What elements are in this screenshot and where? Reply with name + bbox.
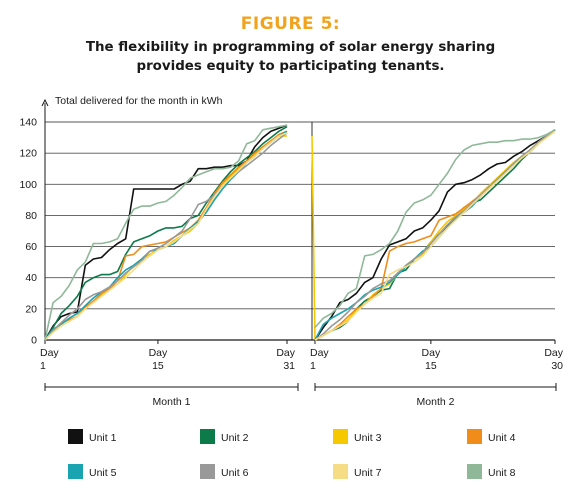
legend-label: Unit 3	[354, 432, 382, 444]
y-tick-label: 40	[25, 272, 37, 284]
series-line	[44, 132, 288, 341]
legend-swatch	[467, 464, 482, 479]
legend: Unit 1 Unit 2 Unit 3 Unit 4 Unit 5 Unit 6 Unit…	[68, 429, 516, 479]
series-line	[44, 130, 288, 341]
chart-title-line-1: The flexibility in programming of solar …	[85, 40, 496, 55]
figure-label: FIGURE 5:	[240, 14, 341, 34]
legend-swatch	[333, 429, 348, 444]
y-tick-label: 100	[19, 179, 37, 191]
x-tick-label-number: 31	[283, 360, 295, 372]
x-tick-label-number: 15	[152, 360, 164, 372]
chart-title-line-2: provides equity to participating tenants…	[136, 59, 445, 74]
legend-label: Unit 1	[89, 432, 117, 444]
legend-label: Unit 6	[221, 467, 249, 479]
legend-swatch	[200, 429, 215, 444]
legend-swatch	[68, 429, 83, 444]
month-labels: Month 1 Month 2	[44, 383, 557, 408]
legend-label: Unit 5	[89, 467, 117, 479]
x-tick-label-day: Day	[149, 347, 168, 359]
x-tick-label-day: Day	[422, 347, 441, 359]
x-tick-label-number: 1	[40, 360, 46, 372]
legend-label: Unit 7	[354, 467, 382, 479]
series-line	[314, 130, 556, 341]
series-line	[44, 124, 288, 341]
x-tick-label-day: Day	[310, 347, 329, 359]
series-lines	[44, 124, 556, 341]
month-label: Month 2	[417, 396, 455, 408]
x-tick-label-day: Day	[40, 347, 59, 359]
axes: Total delivered for the month in kWh	[41, 95, 556, 344]
y-tick-label: 0	[31, 335, 37, 347]
y-tick-label: 120	[19, 148, 37, 160]
x-tick-label-day: Day	[276, 347, 295, 359]
y-tick-label: 20	[25, 303, 37, 315]
legend-swatch	[68, 464, 83, 479]
month-label: Month 1	[153, 396, 191, 408]
y-tick-label: 60	[25, 241, 37, 253]
series-line	[44, 126, 288, 341]
y-tick-label: 140	[19, 117, 37, 129]
x-tick-label-number: 15	[425, 360, 437, 372]
series-line	[314, 129, 556, 341]
y-axis-label: Total delivered for the month in kWh	[55, 95, 223, 107]
month-transition-line	[311, 136, 316, 341]
y-tick-label: 80	[25, 210, 37, 222]
legend-swatch	[333, 464, 348, 479]
tick-labels: 020406080100120140Day1Day15Day31Day1Day1…	[19, 117, 563, 373]
x-tick-label-day: Day	[544, 347, 563, 359]
series-line	[44, 132, 288, 341]
chart-title: The flexibility in programming of solar …	[0, 38, 581, 76]
legend-label: Unit 8	[488, 467, 516, 479]
x-tick-label-number: 30	[551, 360, 563, 372]
x-tick-label-number: 1	[310, 360, 316, 372]
legend-swatch	[200, 464, 215, 479]
y-axis-arrow	[41, 98, 49, 107]
grid-lines	[45, 121, 555, 341]
legend-swatch	[467, 429, 482, 444]
legend-label: Unit 4	[488, 432, 516, 444]
legend-label: Unit 2	[221, 432, 249, 444]
series-line	[314, 129, 556, 341]
series-line	[314, 129, 556, 329]
series-line	[314, 129, 556, 341]
